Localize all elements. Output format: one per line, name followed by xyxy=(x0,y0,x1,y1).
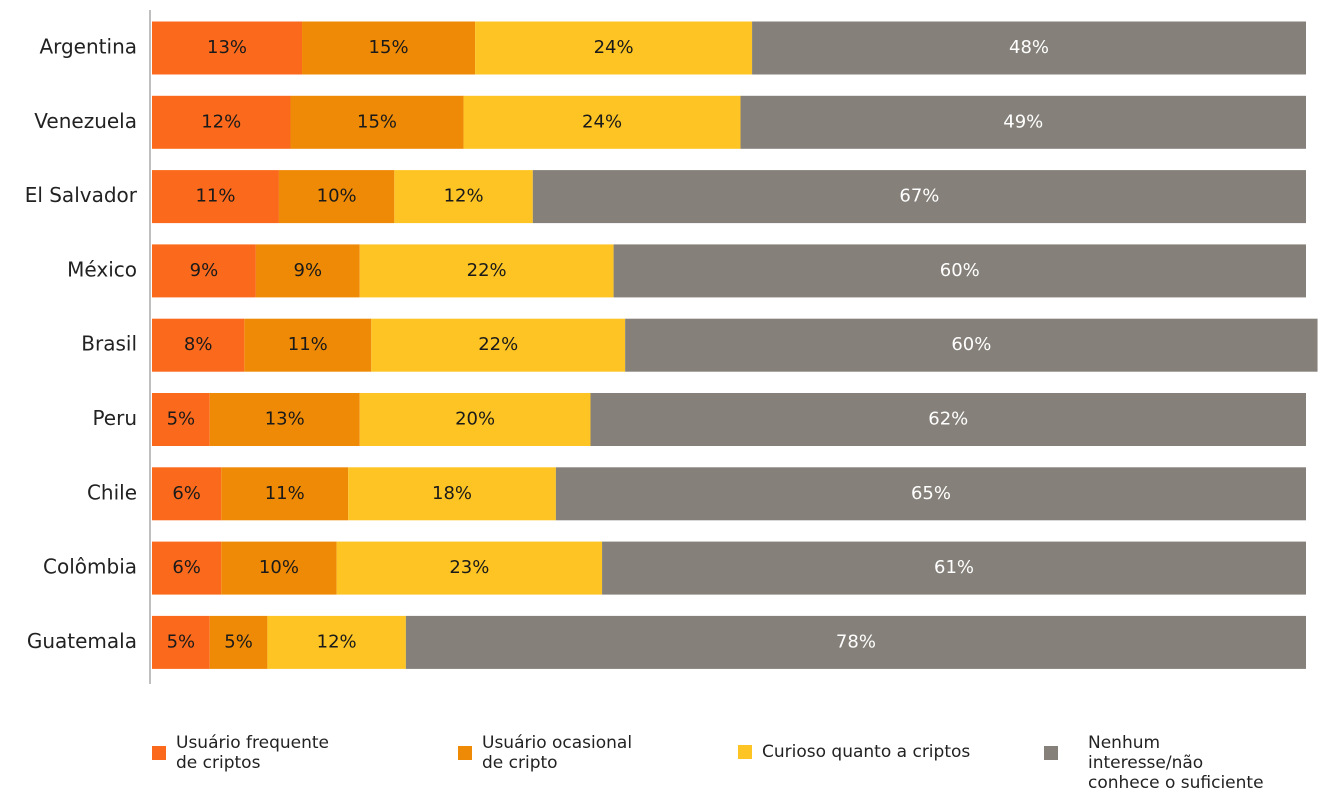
chart: Argentina 13% 15% 24% 48% Venezuela 12% 15% 24% 4… xyxy=(25,10,1318,684)
value-label: 12% xyxy=(317,631,357,652)
value-label: 65% xyxy=(911,483,951,504)
value-label: 11% xyxy=(195,186,235,207)
value-label: 13% xyxy=(207,37,247,58)
value-label: 6% xyxy=(172,483,201,504)
category-label: Chile xyxy=(87,480,137,504)
category-label: Colômbia xyxy=(43,555,137,579)
category-label: Guatemala xyxy=(27,629,137,653)
bar-segment xyxy=(752,21,1306,75)
value-label: 9% xyxy=(190,260,219,281)
bar-segment xyxy=(221,467,349,521)
value-label: 6% xyxy=(172,557,201,578)
bar-segment xyxy=(394,170,533,224)
value-label: 8% xyxy=(184,334,213,355)
legend-label: Nenhum interesse/não conhece o suficient… xyxy=(1088,733,1264,793)
bar-segment xyxy=(740,95,1306,149)
bar-segment xyxy=(359,244,614,298)
legend-item: Curioso quanto a criptos xyxy=(738,742,998,762)
legend-swatch xyxy=(738,745,752,759)
value-label: 60% xyxy=(951,334,991,355)
value-label: 24% xyxy=(594,37,634,58)
value-label: 10% xyxy=(317,186,357,207)
bar-segment xyxy=(359,393,591,446)
value-label: 20% xyxy=(455,409,495,430)
value-label: 62% xyxy=(928,409,968,430)
bar-segment xyxy=(152,393,210,446)
bar-segment xyxy=(221,541,337,595)
value-label: 5% xyxy=(167,631,196,652)
bar-segment xyxy=(152,244,256,298)
category-label: Peru xyxy=(92,406,137,430)
bar-segment xyxy=(152,21,303,75)
bar-segment xyxy=(152,318,245,372)
value-label: 60% xyxy=(940,260,980,281)
bar-segment xyxy=(152,541,222,595)
value-label: 24% xyxy=(582,111,622,132)
bar-segment xyxy=(302,21,476,75)
bar-segment xyxy=(625,318,1318,372)
bar-segment xyxy=(590,393,1306,446)
bar-segment xyxy=(255,244,360,298)
value-label: 13% xyxy=(265,409,305,430)
value-label: 22% xyxy=(467,260,507,281)
bar-segment xyxy=(267,615,406,669)
bar-segment xyxy=(532,170,1306,224)
bar-segment xyxy=(336,541,603,595)
value-label: 12% xyxy=(201,111,241,132)
legend-label: Curioso quanto a criptos xyxy=(762,742,971,762)
value-label: 23% xyxy=(449,557,489,578)
legend-item: Usuário frequente de criptos xyxy=(152,733,352,773)
value-label: 78% xyxy=(836,631,876,652)
category-label: México xyxy=(67,257,137,281)
page: Argentina 13% 15% 24% 48% Venezuela 12% 15% 24% 4… xyxy=(25,10,1318,793)
value-label: 15% xyxy=(357,111,397,132)
bar-segment xyxy=(152,95,291,149)
bar-segment xyxy=(371,318,626,372)
value-label: 5% xyxy=(224,631,253,652)
value-label: 15% xyxy=(369,37,409,58)
bar-segment xyxy=(152,467,222,521)
legend-item: Nenhum interesse/não conhece o suficient… xyxy=(1044,733,1264,793)
legend-label: Usuário frequente de criptos xyxy=(176,733,329,773)
bar-segment xyxy=(290,95,464,149)
legend-swatch xyxy=(152,746,166,760)
bar-segment xyxy=(278,170,395,224)
bar-segment xyxy=(152,170,279,224)
value-label: 12% xyxy=(444,186,484,207)
value-label: 22% xyxy=(478,334,518,355)
legend-swatch xyxy=(1044,746,1058,760)
value-label: 11% xyxy=(288,334,328,355)
category-label: El Salvador xyxy=(25,183,138,207)
bar-segment xyxy=(209,393,360,446)
bar-segment xyxy=(348,467,556,521)
value-label: 49% xyxy=(1003,111,1043,132)
legend-item: Usuário ocasional de cripto xyxy=(458,733,658,773)
value-label: 67% xyxy=(899,186,939,207)
value-label: 48% xyxy=(1009,37,1049,58)
bar-segment xyxy=(405,615,1306,669)
value-label: 10% xyxy=(259,557,299,578)
legend-swatch xyxy=(458,746,472,760)
value-label: 5% xyxy=(167,409,196,430)
value-label: 18% xyxy=(432,483,472,504)
category-label: Argentina xyxy=(39,35,137,59)
category-label: Brasil xyxy=(81,332,137,356)
bar-segment xyxy=(152,615,210,669)
bar-segment xyxy=(209,615,268,669)
value-label: 61% xyxy=(934,557,974,578)
bar-segment xyxy=(463,95,741,149)
bar-segment xyxy=(602,541,1306,595)
category-label: Venezuela xyxy=(34,109,137,133)
legend-label: Usuário ocasional de cripto xyxy=(482,733,633,773)
value-label: 9% xyxy=(294,260,323,281)
value-label: 11% xyxy=(265,483,305,504)
bar-segment xyxy=(613,244,1306,298)
bar-segment xyxy=(555,467,1306,521)
bar-segment xyxy=(475,21,753,75)
bar-segment xyxy=(244,318,372,372)
